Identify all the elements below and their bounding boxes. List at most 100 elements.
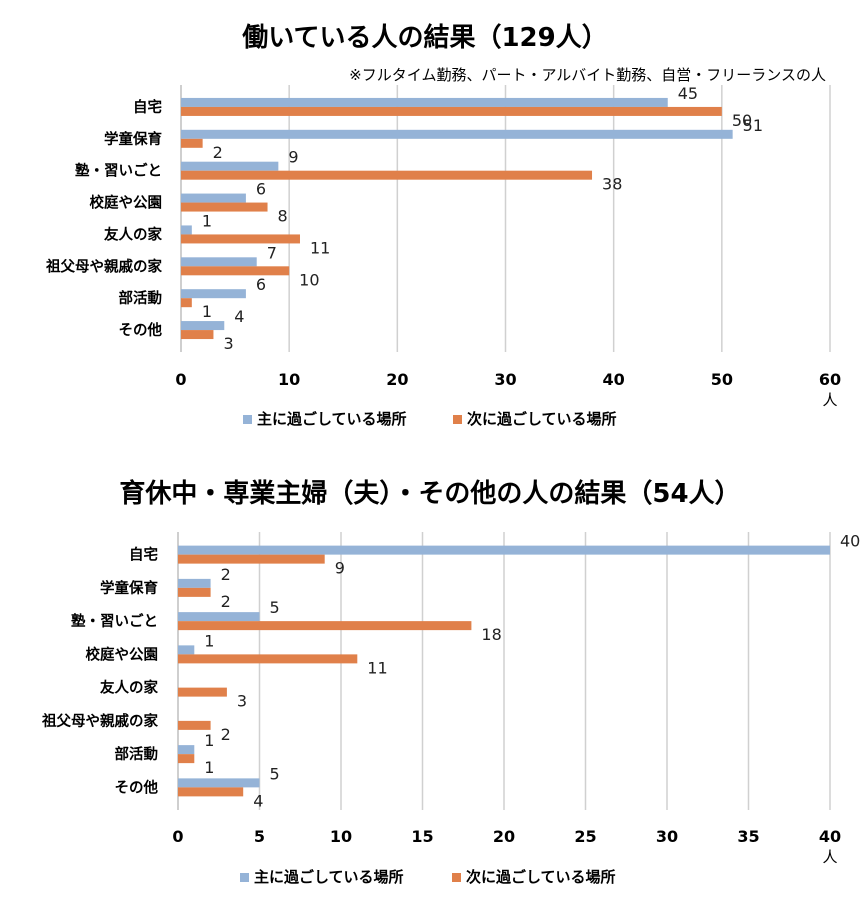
data-label: 6: [256, 180, 266, 199]
category-label: 校庭や公園: [90, 194, 163, 212]
bar-secondary: [181, 298, 192, 308]
chart-working: 働いている人の結果（129人） ※フルタイム勤務、パート・アルバイト勤務、自営・フ…: [45, 22, 841, 428]
data-label: 2: [221, 565, 231, 584]
bar-secondary: [181, 330, 214, 340]
legend-label: 次に過ごしている場所: [466, 868, 616, 886]
x-tick-label: 20: [493, 827, 515, 846]
bar-secondary: [181, 170, 593, 180]
category-label: 塾・習いごと: [75, 162, 162, 180]
data-label: 11: [310, 238, 330, 257]
bar-secondary: [181, 138, 203, 148]
category-label: 友人の家: [100, 679, 158, 697]
x-tick-label: 10: [330, 827, 352, 846]
x-axis-unit: 人: [822, 848, 837, 866]
x-tick-label: 5: [254, 827, 265, 846]
bar-primary: [181, 97, 668, 107]
bar-secondary: [178, 621, 472, 631]
data-label: 1: [202, 302, 212, 321]
bar-primary: [178, 612, 260, 622]
x-tick-label: 30: [494, 370, 516, 389]
data-label: 9: [288, 148, 298, 167]
legend-label: 主に過ごしている場所: [257, 410, 407, 428]
data-label: 5: [270, 598, 280, 617]
bar-primary: [181, 193, 246, 203]
bar-secondary: [181, 234, 300, 244]
x-tick-label: 20: [386, 370, 408, 389]
category-label: その他: [115, 778, 159, 796]
data-label: 8: [278, 207, 288, 226]
bar-primary: [181, 257, 257, 267]
data-label: 45: [678, 84, 698, 103]
data-label: 3: [237, 692, 247, 711]
data-label: 2: [213, 143, 223, 162]
category-label: 友人の家: [104, 225, 162, 243]
bar-primary: [181, 161, 279, 171]
data-label: 9: [335, 559, 345, 578]
data-label: 1: [204, 758, 214, 777]
data-label: 10: [299, 270, 319, 289]
bar-primary: [178, 645, 195, 655]
data-label: 1: [202, 211, 212, 230]
bar-secondary: [178, 654, 358, 664]
bar-primary: [181, 289, 246, 299]
chart-non-working: 育休中・専業主婦（夫）・その他の人の結果（54人） 自宅 40 9 学童保育 2 2 塾・習い…: [41, 478, 860, 886]
data-label: 4: [253, 791, 263, 810]
legend-label: 主に過ごしている場所: [254, 868, 404, 886]
category-label: その他: [119, 321, 163, 339]
category-label: 校庭や公園: [86, 645, 159, 663]
bar-primary: [178, 578, 211, 588]
legend-swatch: [240, 873, 249, 882]
category-label: 塾・習いごと: [71, 612, 158, 630]
chart-subtitle: ※フルタイム勤務、パート・アルバイト勤務、自営・フリーランスの人: [349, 66, 826, 84]
x-tick-label: 35: [737, 827, 759, 846]
x-tick-label: 40: [603, 370, 625, 389]
x-tick-label: 30: [656, 827, 678, 846]
category-label: 学童保育: [104, 130, 162, 148]
category-label: 祖父母や親戚の家: [45, 257, 162, 275]
data-label: 4: [234, 307, 244, 326]
chart-title: 働いている人の結果（129人）: [241, 22, 608, 53]
x-tick-label: 40: [819, 827, 841, 846]
legend-swatch: [243, 415, 252, 424]
category-label: 部活動: [115, 745, 159, 763]
x-axis-unit: 人: [822, 391, 837, 409]
bar-primary: [181, 129, 733, 139]
bar-secondary: [181, 266, 290, 276]
x-tick-label: 15: [411, 827, 433, 846]
category-label: 祖父母や親戚の家: [41, 712, 158, 730]
x-tick-label: 25: [574, 827, 596, 846]
bar-secondary: [178, 587, 211, 597]
category-label: 自宅: [129, 546, 158, 564]
legend-swatch: [452, 873, 461, 882]
data-label: 7: [267, 243, 277, 262]
category-label: 学童保育: [100, 579, 158, 597]
x-tick-label: 0: [175, 370, 186, 389]
bar-secondary: [178, 554, 325, 564]
legend-swatch: [453, 415, 462, 424]
bar-secondary: [178, 754, 195, 764]
bar-secondary: [181, 202, 268, 212]
data-label: 38: [602, 175, 622, 194]
x-tick-label: 10: [278, 370, 300, 389]
category-label: 自宅: [133, 98, 162, 116]
category-label: 部活動: [119, 289, 163, 307]
data-label: 11: [367, 658, 387, 677]
bar-secondary: [181, 106, 722, 116]
data-label: 5: [270, 764, 280, 783]
data-label: 51: [743, 116, 763, 135]
bar-primary: [178, 745, 195, 755]
x-tick-label: 50: [711, 370, 733, 389]
data-label: 2: [221, 725, 231, 744]
data-label: 18: [481, 625, 501, 644]
bar-secondary: [178, 687, 227, 697]
bar-primary: [178, 778, 260, 788]
data-label: 40: [840, 532, 860, 551]
data-label: 50: [732, 111, 752, 130]
chart-title: 育休中・専業主婦（夫）・その他の人の結果（54人）: [119, 478, 740, 509]
data-label: 1: [204, 731, 214, 750]
x-tick-label: 60: [819, 370, 841, 389]
legend-label: 次に過ごしている場所: [467, 410, 617, 428]
data-label: 6: [256, 275, 266, 294]
data-label: 1: [204, 631, 214, 650]
bar-secondary: [178, 720, 211, 730]
